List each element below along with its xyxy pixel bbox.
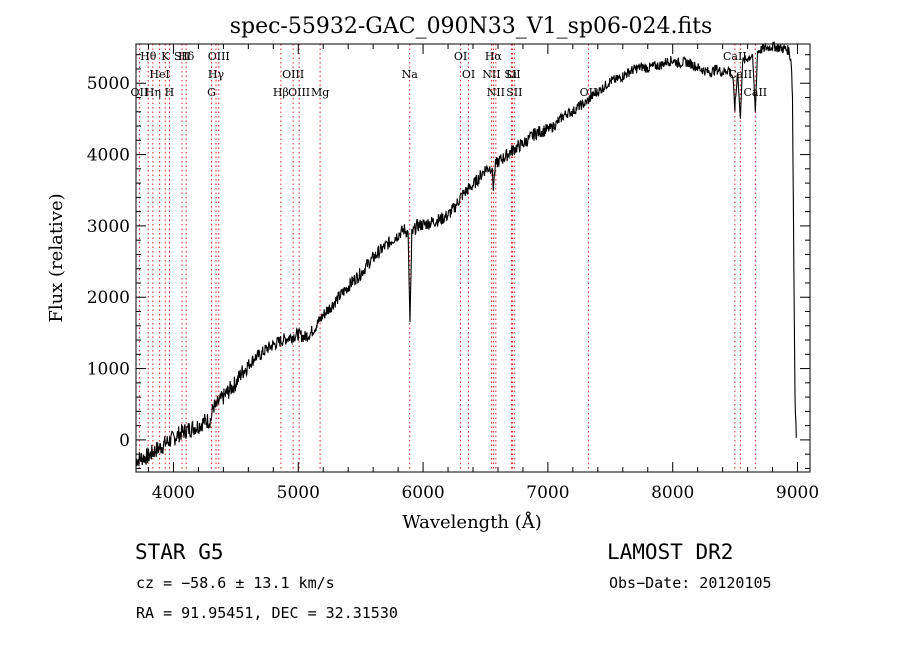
y-axis: 0 1000 2000 3000 4000 5000: [87, 54, 810, 469]
line-label: OI: [462, 68, 475, 81]
line-label: Hδ: [178, 50, 195, 63]
line-label: Mg: [311, 86, 329, 99]
observation-date: Obs−Date: 20120105: [609, 574, 772, 592]
line-label: Na: [402, 68, 419, 81]
ra-dec: RA = 91.95451, DEC = 32.31530: [136, 604, 398, 622]
line-label: SII: [506, 86, 522, 99]
line-label: Li: [506, 68, 517, 81]
y-tick-label: 2000: [87, 288, 130, 308]
x-tick-label: 6000: [401, 483, 444, 503]
line-label: OI: [454, 50, 467, 63]
chart-title: spec-55932-GAC_090N33_V1_sp06-024.fits: [230, 14, 713, 39]
line-label: H: [165, 86, 175, 99]
y-axis-label: Flux (relative): [46, 193, 67, 322]
line-label: NII: [482, 68, 500, 81]
x-axis-label: Wavelength (Å): [402, 511, 542, 533]
line-label: CaII: [743, 86, 767, 99]
x-axis: 4000 5000 6000 7000 8000 9000: [147, 44, 819, 503]
x-tick-label: 8000: [651, 483, 694, 503]
x-tick-label: 9000: [776, 483, 819, 503]
line-label: Hβ: [273, 86, 289, 99]
line-label: OIII: [208, 50, 230, 63]
redshift-cz: cz = −58.6 ± 13.1 km/s: [136, 574, 335, 592]
line-label: OII: [131, 86, 149, 99]
x-tick-label: 4000: [152, 483, 195, 503]
line-label: OIII: [282, 68, 304, 81]
line-label: NII: [487, 86, 505, 99]
line-label: Hθ: [140, 50, 157, 63]
spectrum-line: [135, 41, 797, 467]
line-label: CaII: [729, 68, 753, 81]
y-tick-label: 3000: [87, 217, 130, 237]
x-tick-label: 5000: [277, 483, 320, 503]
line-label: SII: [504, 68, 520, 81]
line-label: Hη: [145, 86, 161, 99]
line-label: HeI: [149, 68, 169, 81]
line-label: Hγ: [208, 68, 225, 81]
survey-name: LAMOST DR2: [607, 540, 734, 564]
line-label: Hα: [485, 50, 503, 63]
spectral-line-markers: [138, 44, 756, 472]
y-tick-label: 4000: [87, 146, 130, 166]
x-tick-label: 7000: [526, 483, 569, 503]
y-tick-label: 5000: [87, 74, 130, 94]
y-tick-label: 1000: [87, 360, 130, 380]
line-label: SII: [174, 50, 190, 63]
line-label: K: [161, 50, 170, 63]
object-class: STAR G5: [135, 540, 224, 564]
y-tick-label: 0: [119, 431, 130, 451]
plot-frame: [135, 43, 811, 473]
line-label: G: [207, 86, 216, 99]
line-label: OIII: [288, 86, 310, 99]
line-label: CaII: [723, 50, 747, 63]
